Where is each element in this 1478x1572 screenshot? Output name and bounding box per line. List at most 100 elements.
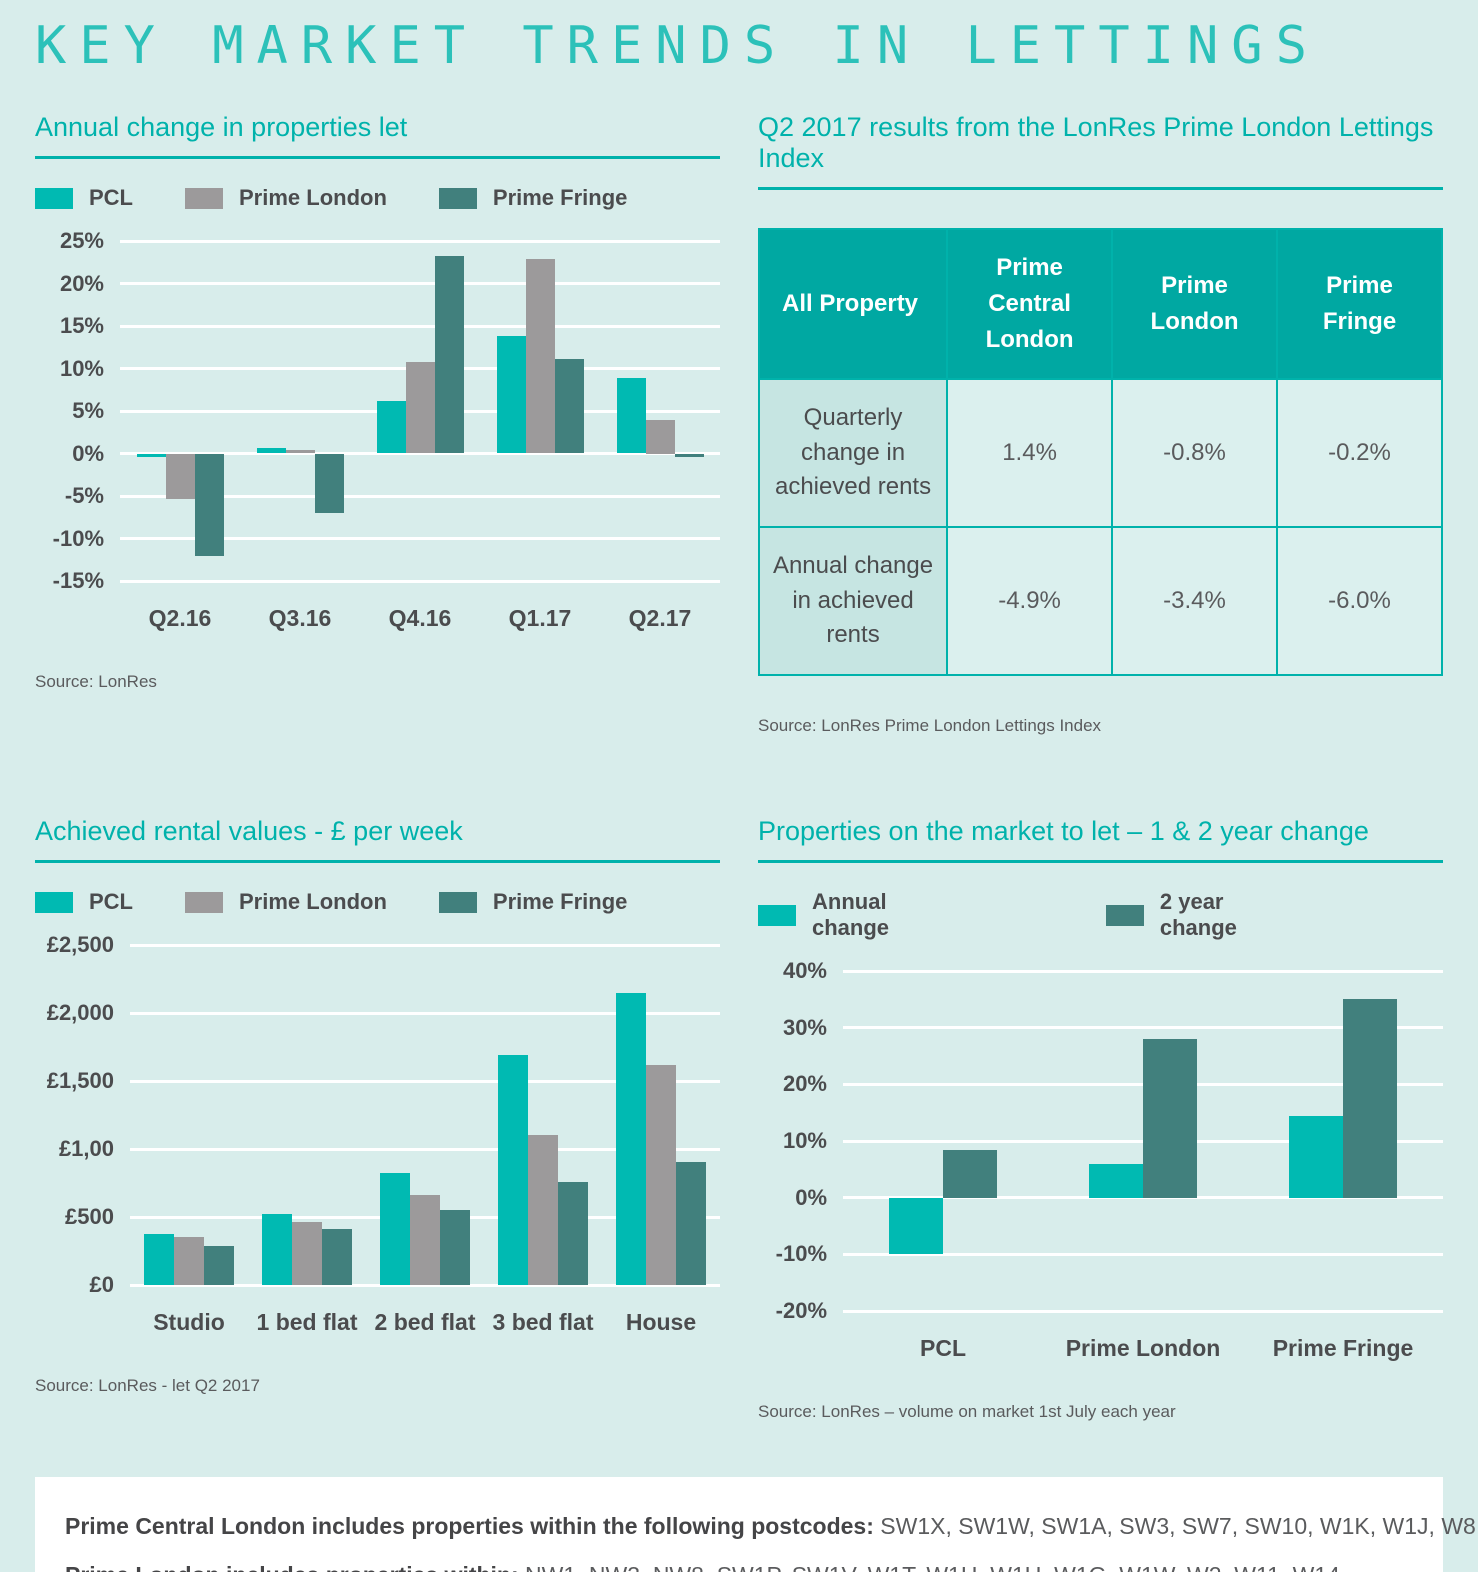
table-row-label: Quarterly change in achieved rents bbox=[758, 378, 947, 526]
bar-prime-fringe bbox=[204, 1245, 234, 1285]
legend-properties-let: PCL Prime London Prime Fringe bbox=[35, 185, 720, 211]
y-axis-label: 15% bbox=[59, 313, 104, 338]
legend-swatch bbox=[35, 187, 73, 209]
y-axis-label: 0% bbox=[72, 440, 104, 466]
section-title-lettings-index: Q2 2017 results from the LonRes Prime Lo… bbox=[758, 112, 1443, 190]
bar-prime-london bbox=[646, 1064, 676, 1285]
footnote-postcodes: NW1, NW3, NW8, SW1P, SW1V, W1T, W1H, W1U… bbox=[519, 1562, 1346, 1572]
legend-label: 2 year change bbox=[1159, 889, 1237, 940]
x-axis-labels: Studio 1 bed flat 2 bed flat 3 bed flat Hous… bbox=[130, 1309, 720, 1336]
gridline bbox=[843, 1252, 1443, 1256]
bar-prime-london bbox=[285, 450, 315, 454]
y-axis-label: -5% bbox=[64, 483, 104, 508]
gridline bbox=[843, 969, 1443, 973]
x-axis-labels: PCL Prime London Prime Fringe bbox=[843, 1335, 1443, 1362]
bar-annual-change bbox=[1089, 1163, 1143, 1198]
legend-swatch bbox=[185, 187, 223, 209]
bar-prime-london bbox=[405, 361, 435, 454]
y-axis-label: -20% bbox=[775, 1298, 827, 1323]
legend-label: Prime London bbox=[239, 889, 387, 914]
section-title-properties-let: Annual change in properties let bbox=[35, 112, 720, 159]
legend-label: Prime Fringe bbox=[492, 889, 628, 914]
bar-prime-fringe bbox=[674, 453, 704, 457]
legend-on-market: Annual change 2 year change bbox=[758, 889, 1443, 941]
gridline bbox=[120, 452, 720, 455]
legend-label: Prime Fringe bbox=[492, 185, 628, 210]
gridline bbox=[130, 1079, 720, 1083]
bar-groups bbox=[843, 971, 1443, 1311]
gridline bbox=[130, 1283, 720, 1287]
bar-2-year-change bbox=[943, 1149, 997, 1198]
legend-label: PCL bbox=[89, 889, 133, 914]
y-axis-label: -10% bbox=[52, 525, 104, 551]
footnote-lead: Prime Central London includes properties… bbox=[65, 1513, 874, 1539]
table-column-header: Prime Fringe bbox=[1276, 228, 1441, 378]
x-axis-label: Q2.16 bbox=[148, 605, 212, 631]
bar-prime-london bbox=[525, 258, 555, 454]
legend-swatch bbox=[35, 891, 73, 913]
y-axis-label: 20% bbox=[782, 1071, 827, 1097]
plot-area bbox=[130, 943, 720, 1287]
bar-prime-fringe bbox=[440, 1209, 470, 1285]
section-title-on-market: Properties on the market to let – 1 & 2 … bbox=[758, 816, 1443, 863]
section-title-rental-values: Achieved rental values - £ per week bbox=[35, 816, 720, 863]
table-row-label: Annual change in achieved rents bbox=[758, 526, 947, 674]
bar-prime-london bbox=[410, 1195, 440, 1285]
x-axis-label: Q1.17 bbox=[508, 605, 572, 631]
bar-group bbox=[248, 945, 366, 1285]
chart-canvas: 25% 20% 15% 10% 5% 0% -5% -10% -15% bbox=[35, 228, 720, 593]
legend-label: Annual change bbox=[812, 889, 890, 940]
table-value-cell: -3.4% bbox=[1111, 526, 1277, 674]
legend-swatch bbox=[185, 891, 223, 913]
gridline bbox=[120, 579, 720, 583]
bar-prime-fringe bbox=[322, 1229, 352, 1285]
bar-prime-fringe bbox=[314, 453, 344, 513]
x-axis-label: Q3.16 bbox=[268, 605, 332, 631]
bar-prime-london bbox=[645, 419, 675, 454]
page-title: KEY MARKET TRENDS IN LETTINGS bbox=[35, 16, 1320, 76]
table-value-cell: -0.8% bbox=[1111, 378, 1277, 526]
gridline bbox=[130, 1011, 720, 1015]
y-axis-label: 10% bbox=[59, 355, 104, 381]
y-axis-label: -10% bbox=[775, 1241, 827, 1267]
legend-swatch bbox=[438, 891, 477, 913]
section-lettings-index: Q2 2017 results from the LonRes Prime Lo… bbox=[758, 112, 1443, 736]
bar-group bbox=[480, 241, 600, 581]
legend-item-prime-fringe: Prime Fringe bbox=[438, 889, 628, 915]
bar-pcl bbox=[616, 377, 646, 454]
bar-annual-change bbox=[1289, 1115, 1343, 1198]
legend-swatch bbox=[1105, 904, 1144, 926]
bar-annual-change bbox=[889, 1197, 943, 1255]
y-axis-label: £2,000 bbox=[46, 1000, 114, 1025]
plot-area bbox=[120, 239, 720, 583]
bar-group bbox=[484, 945, 602, 1285]
chart-canvas: £2,500 £2,000 £1,500 £1,00 £500 £0 bbox=[35, 932, 720, 1297]
gridline bbox=[843, 1196, 1443, 1200]
x-axis-label: 1 bed flat bbox=[256, 1309, 358, 1335]
gridline bbox=[843, 1309, 1443, 1313]
y-axis-label: 0% bbox=[795, 1184, 827, 1210]
bar-pcl bbox=[496, 336, 526, 454]
bar-group bbox=[600, 241, 720, 581]
legend-swatch bbox=[758, 904, 796, 926]
bar-group bbox=[120, 241, 240, 581]
table-value-cell: -6.0% bbox=[1276, 526, 1441, 674]
table-value-cell: 1.4% bbox=[946, 378, 1112, 526]
bar-2-year-change bbox=[1343, 999, 1397, 1198]
bar-pcl bbox=[256, 447, 286, 454]
y-axis-label: £2,500 bbox=[46, 932, 114, 957]
y-axis-label: £1,500 bbox=[46, 1068, 114, 1093]
legend-label: Prime London bbox=[239, 185, 387, 210]
bar-pcl bbox=[498, 1055, 528, 1285]
x-axis-label: Q4.16 bbox=[388, 605, 452, 631]
bar-group bbox=[1043, 971, 1243, 1311]
source-note: Source: LonRes - let Q2 2017 bbox=[35, 1376, 260, 1395]
y-axis-label: 20% bbox=[59, 270, 104, 296]
bar-groups bbox=[120, 241, 720, 581]
source-note: Source: LonRes bbox=[35, 672, 157, 691]
table-value-cell: -4.9% bbox=[946, 526, 1112, 674]
gridline bbox=[130, 1147, 720, 1151]
x-axis-label: Prime London bbox=[1065, 1335, 1221, 1361]
gridline bbox=[120, 239, 720, 243]
